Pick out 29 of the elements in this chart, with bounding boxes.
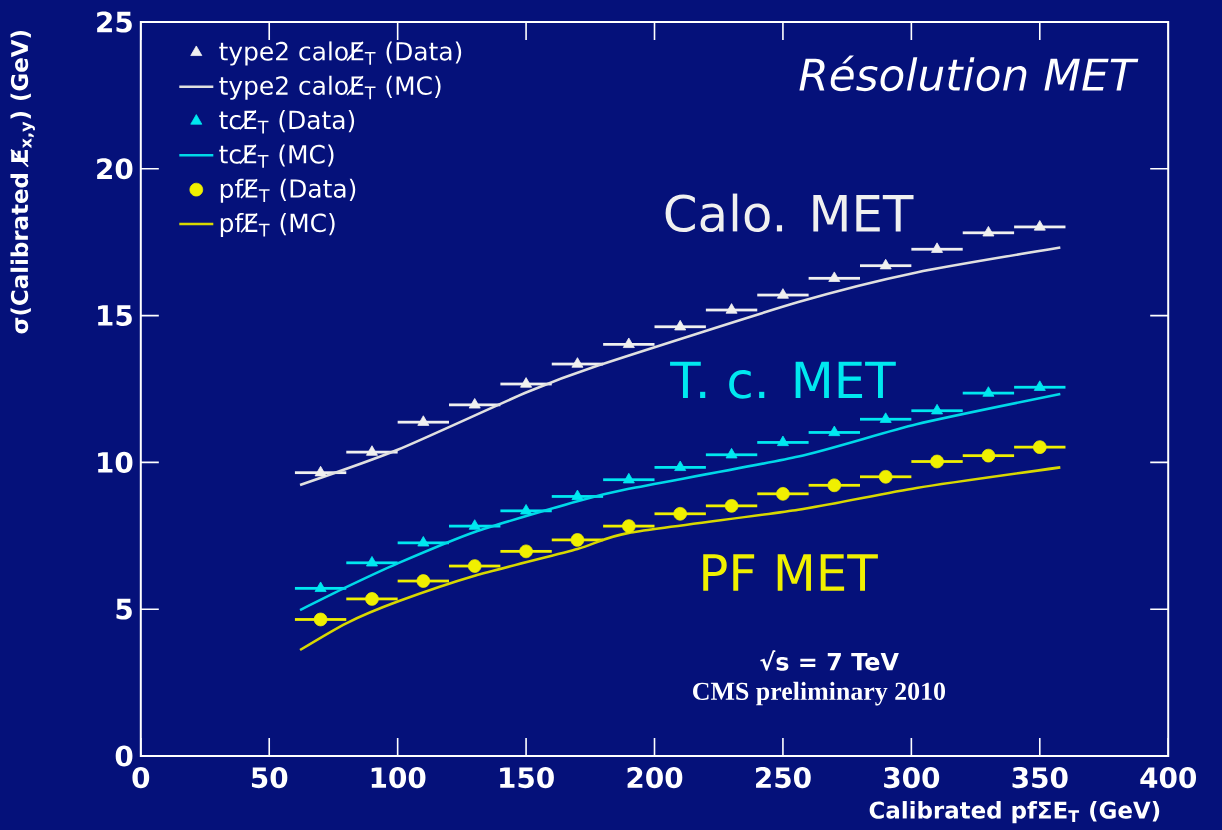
annotation: Calo. MET xyxy=(665,193,914,233)
y-tick-label: 20 xyxy=(97,158,133,180)
annotation: CMS preliminary 2010 xyxy=(693,681,946,706)
y-tick-label: 5 xyxy=(116,598,132,620)
y-tick-label: 25 xyxy=(97,11,132,33)
y-tick-label: 10 xyxy=(98,451,133,473)
legend-label: type2 caloE̸$_{T}$ (MC) xyxy=(219,75,441,100)
x-tick-label: 50 xyxy=(251,767,288,789)
annotation: T. c. MET xyxy=(670,361,896,399)
x-tick-label: 100 xyxy=(371,767,426,789)
x-tick-label: 300 xyxy=(884,767,940,789)
x-tick-label: 200 xyxy=(627,767,683,789)
x-tick-label: 250 xyxy=(756,767,811,789)
x-tick-label: 0 xyxy=(132,767,150,789)
legend-label: pfE̸$_{T}$ (MC) xyxy=(220,212,335,238)
annotation: √s = 7 TeV xyxy=(760,650,899,671)
legend-label: pfE̸$_{T}$ (Data) xyxy=(220,178,356,203)
y-axis-title: σ(Calibrated E̸$_{x,y}$) (GeV) xyxy=(10,31,35,334)
x-tick-label: 150 xyxy=(500,767,554,789)
x-axis-title: Calibrated pfΣE$_{T}$ (GeV) xyxy=(869,801,1160,824)
y-tick-label: 15 xyxy=(98,305,132,326)
x-tick-label: 400 xyxy=(1140,767,1197,789)
x-tick-label: 350 xyxy=(1012,767,1068,789)
annotation: PF MET xyxy=(703,554,878,591)
legend-label: tcE̸$_{T}$ (MC) xyxy=(219,144,334,168)
legend-label: type2 caloE̸$_{T}$ (Data) xyxy=(219,41,462,66)
legend-label: tcE̸$_{T}$ (Data) xyxy=(219,110,355,134)
annotation: Résolution MET xyxy=(799,55,1139,92)
y-tick-label: 0 xyxy=(115,745,133,767)
